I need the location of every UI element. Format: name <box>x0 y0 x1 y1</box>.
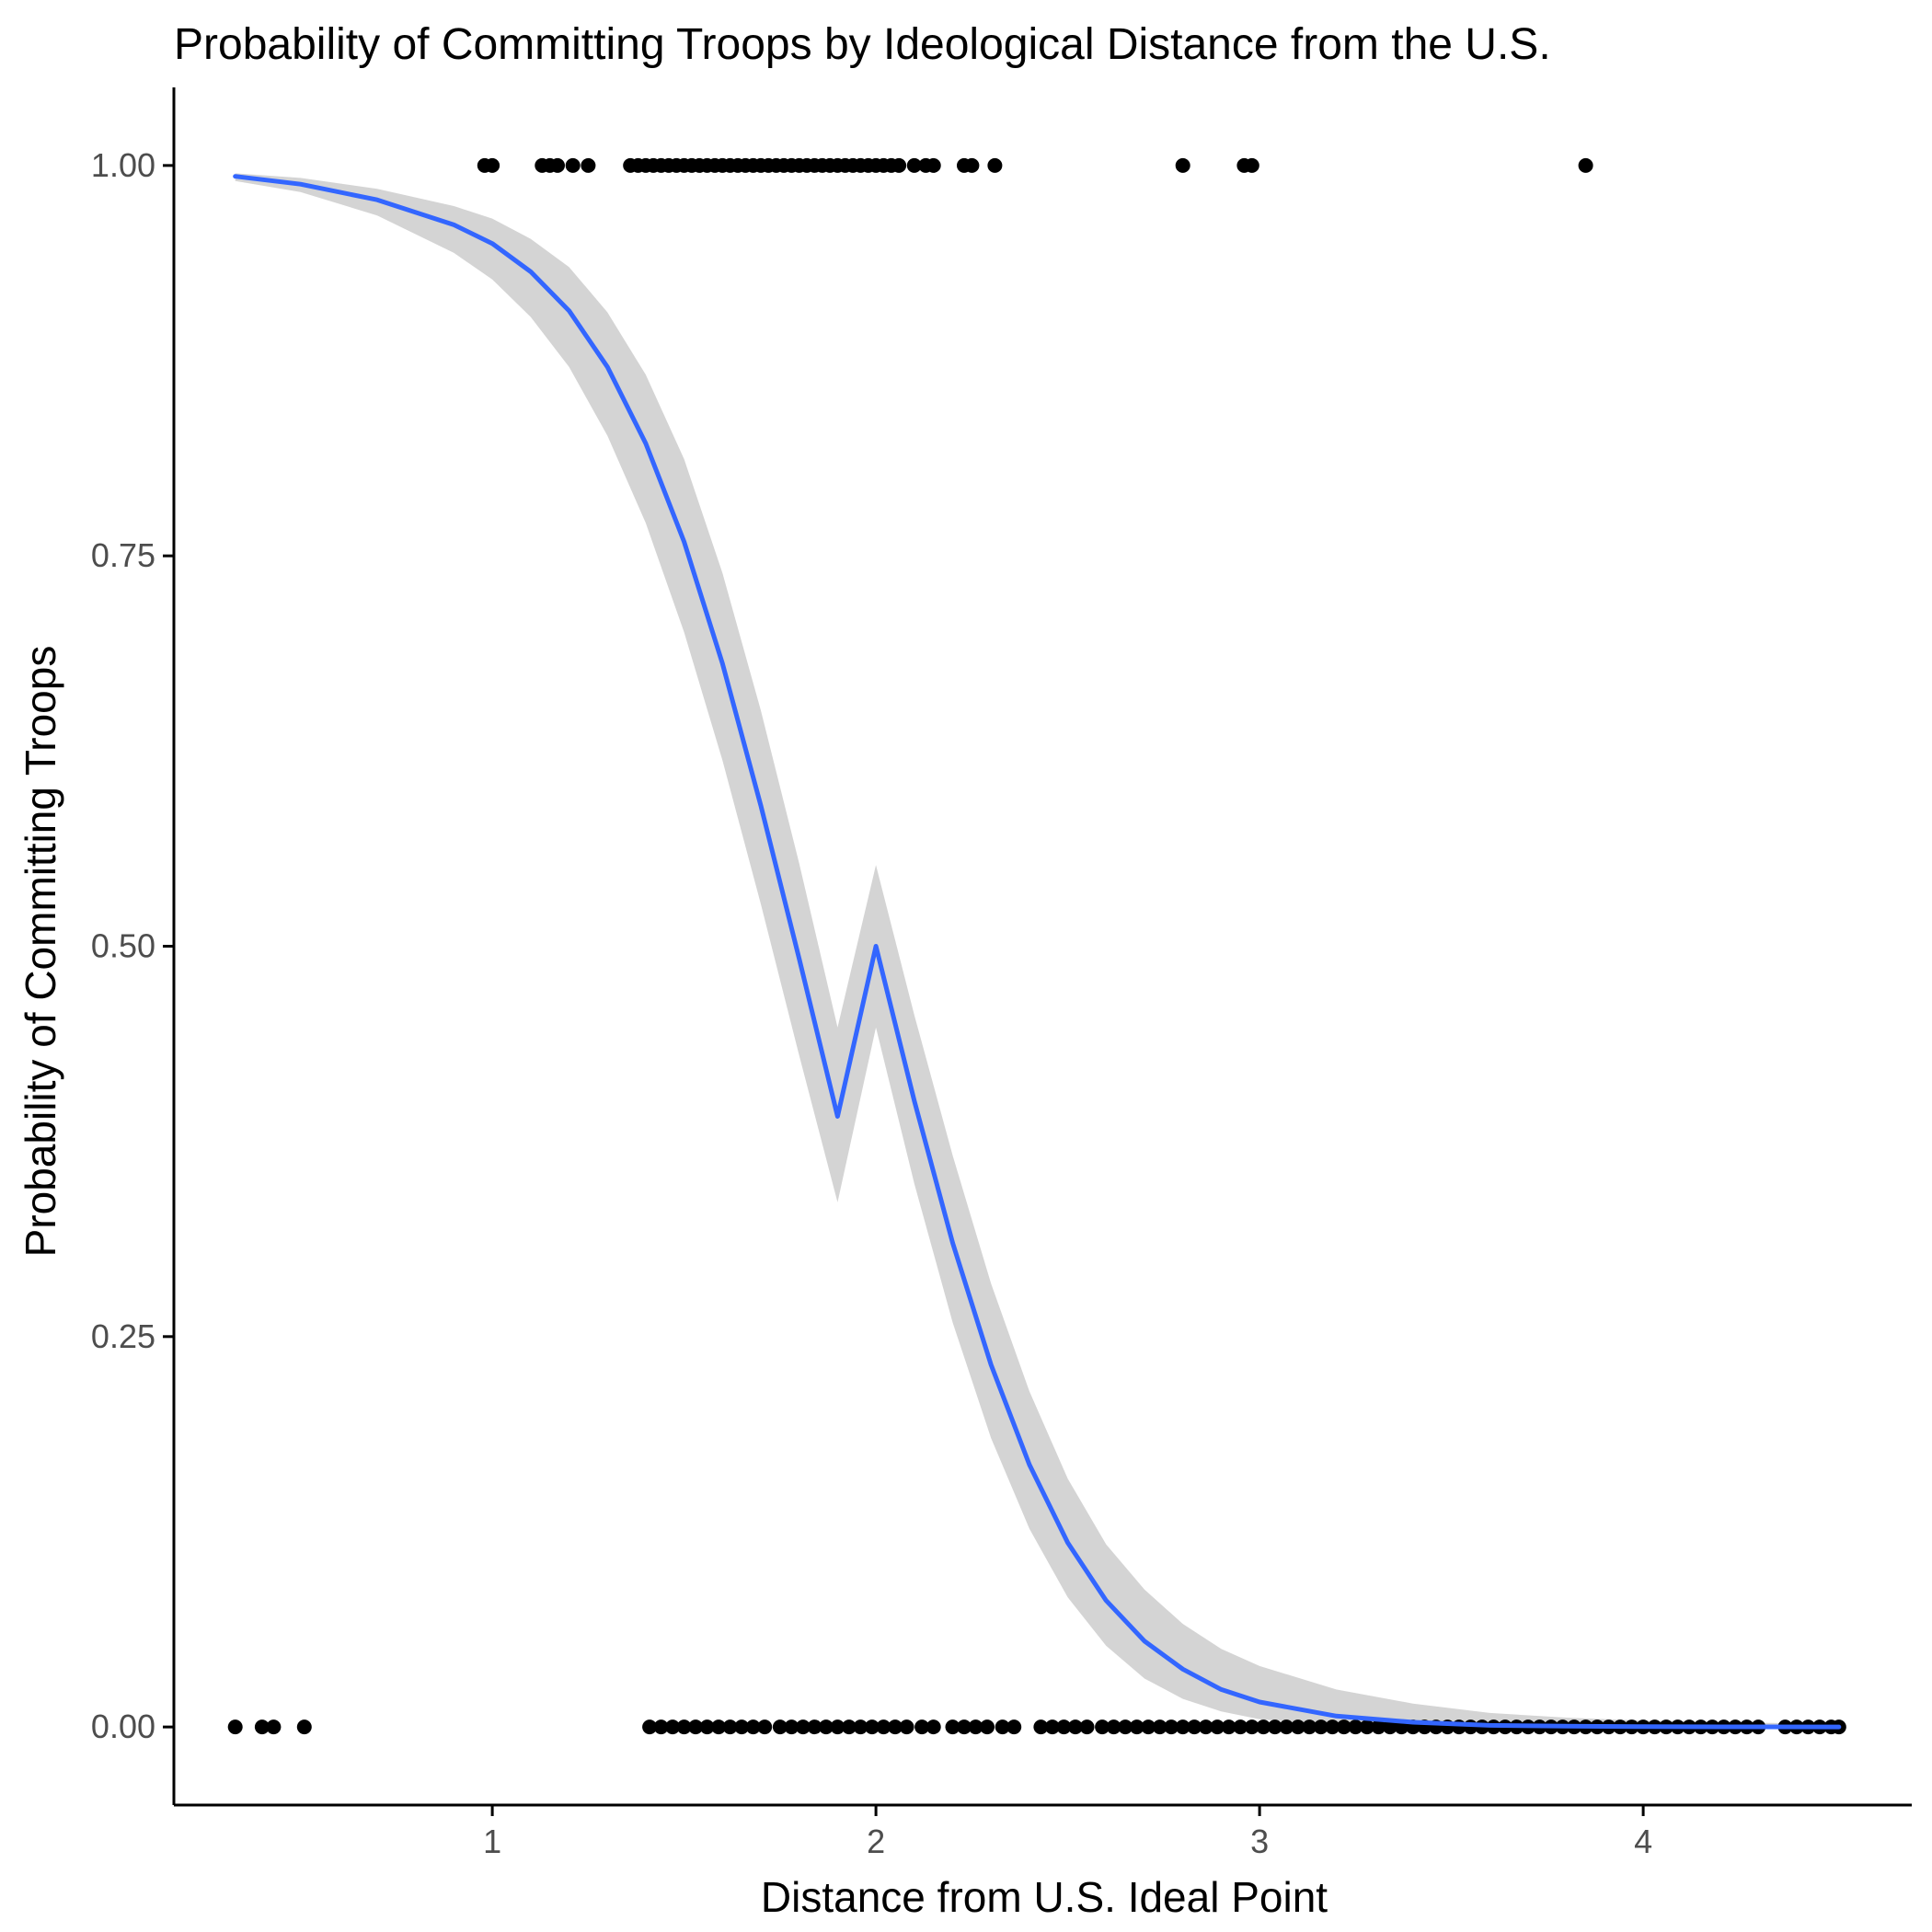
x-axis-title: Distance from U.S. Ideal Point <box>761 1873 1328 1921</box>
data-point <box>1578 157 1593 173</box>
data-point <box>296 1719 312 1735</box>
data-point <box>945 1719 960 1735</box>
data-point <box>1313 1719 1328 1735</box>
data-point <box>676 1719 692 1735</box>
data-point <box>1175 1719 1190 1735</box>
data-point <box>1198 1719 1213 1735</box>
data-point <box>1118 1719 1133 1735</box>
data-point <box>1244 1719 1259 1735</box>
x-tick-label: 2 <box>867 1823 885 1860</box>
x-tick-label: 3 <box>1250 1823 1269 1860</box>
data-point <box>581 157 596 173</box>
data-point <box>1290 1719 1305 1735</box>
data-point <box>1210 1719 1225 1735</box>
data-point <box>485 157 500 173</box>
data-point <box>968 1719 983 1735</box>
data-point <box>795 1719 811 1735</box>
data-point <box>1267 1719 1282 1735</box>
data-point <box>642 1719 658 1735</box>
plot-area <box>227 157 1846 1735</box>
data-point <box>565 157 581 173</box>
y-tick-label: 1.00 <box>91 146 155 184</box>
data-point <box>1244 157 1259 173</box>
data-point <box>899 1719 914 1735</box>
data-point <box>926 1719 941 1735</box>
data-point <box>1033 1719 1049 1735</box>
y-tick-label: 0.00 <box>91 1708 155 1745</box>
data-point <box>254 1719 270 1735</box>
data-point <box>1129 1719 1144 1735</box>
x-tick-label: 4 <box>1634 1823 1652 1860</box>
data-point <box>1371 1719 1386 1735</box>
y-tick-label: 0.25 <box>91 1317 155 1355</box>
data-point <box>784 1719 799 1735</box>
data-point <box>906 157 922 173</box>
data-point <box>1006 1719 1022 1735</box>
data-point <box>1325 1719 1340 1735</box>
data-point <box>818 1719 834 1735</box>
data-point <box>1141 1719 1156 1735</box>
chart-title: Probability of Committing Troops by Ideo… <box>174 20 1551 69</box>
data-point <box>1067 1719 1083 1735</box>
data-point <box>964 157 980 173</box>
y-tick-label: 0.75 <box>91 536 155 574</box>
data-point <box>1152 1719 1167 1735</box>
data-point <box>688 1719 704 1735</box>
y-axis-title: Probability of Committing Troops <box>17 646 64 1258</box>
data-point <box>987 157 1003 173</box>
x-tick-label: 1 <box>483 1823 501 1860</box>
confidence-ribbon <box>235 173 1839 1728</box>
data-point <box>550 157 565 173</box>
data-point <box>957 1719 972 1735</box>
data-point <box>653 1719 669 1735</box>
data-point <box>266 1719 282 1735</box>
data-point <box>734 1719 750 1735</box>
data-point <box>807 1719 822 1735</box>
data-point <box>1336 1719 1351 1735</box>
data-point <box>1359 1719 1374 1735</box>
data-point <box>1079 1719 1095 1735</box>
fit-line <box>233 174 1842 1730</box>
data-point <box>995 1719 1010 1735</box>
data-point <box>1175 157 1190 173</box>
data-point <box>1044 1719 1060 1735</box>
data-point <box>1106 1719 1121 1735</box>
data-point <box>830 1719 845 1735</box>
data-point <box>864 1719 880 1735</box>
data-point <box>1279 1719 1294 1735</box>
data-point <box>745 1719 761 1735</box>
data-point <box>980 1719 995 1735</box>
data-point <box>1187 1719 1202 1735</box>
data-point <box>1348 1719 1363 1735</box>
data-point <box>699 1719 715 1735</box>
data-point <box>1382 1719 1397 1735</box>
axes: 1 2 3 4 0.00 0.25 0.50 0.75 1.00 <box>91 87 1912 1860</box>
data-point <box>1221 1719 1236 1735</box>
data-point <box>914 1719 930 1735</box>
data-point <box>1233 1719 1248 1735</box>
data-point <box>1302 1719 1317 1735</box>
y-tick-label: 0.50 <box>91 927 155 965</box>
data-point <box>722 1719 738 1735</box>
data-point <box>841 1719 857 1735</box>
data-point <box>891 157 907 173</box>
data-point <box>711 1719 727 1735</box>
data-point <box>665 1719 681 1735</box>
data-point <box>1056 1719 1072 1735</box>
data-point <box>926 157 941 173</box>
data-point <box>1164 1719 1179 1735</box>
data-point <box>1256 1719 1271 1735</box>
data-point <box>853 1719 868 1735</box>
data-point <box>772 1719 788 1735</box>
data-point <box>888 1719 903 1735</box>
data-point <box>1095 1719 1110 1735</box>
data-point <box>757 1719 773 1735</box>
data-point <box>876 1719 891 1735</box>
data-point <box>227 1719 243 1735</box>
